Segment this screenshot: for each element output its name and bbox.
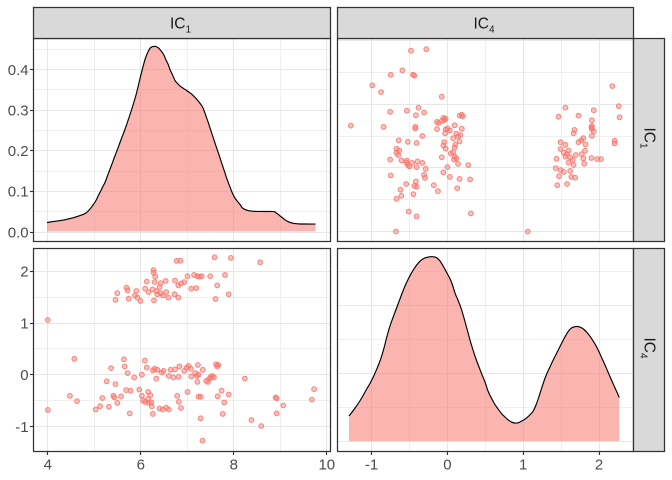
svg-text:10: 10	[318, 457, 335, 474]
svg-text:1: 1	[519, 457, 527, 474]
svg-text:8: 8	[230, 457, 238, 474]
svg-text:6: 6	[137, 457, 145, 474]
svg-text:2: 2	[595, 457, 603, 474]
svg-text:0.2: 0.2	[8, 143, 29, 160]
svg-text:0.4: 0.4	[8, 62, 29, 79]
svg-text:-1: -1	[15, 419, 28, 436]
svg-text:4: 4	[44, 457, 52, 474]
svg-text:0: 0	[20, 367, 28, 384]
svg-text:0.1: 0.1	[8, 184, 29, 201]
svg-text:0: 0	[443, 457, 451, 474]
svg-text:1: 1	[20, 315, 28, 332]
svg-text:0.3: 0.3	[8, 103, 29, 120]
svg-text:2: 2	[20, 264, 28, 281]
svg-text:-1: -1	[365, 457, 378, 474]
svg-text:0.0: 0.0	[8, 224, 29, 241]
